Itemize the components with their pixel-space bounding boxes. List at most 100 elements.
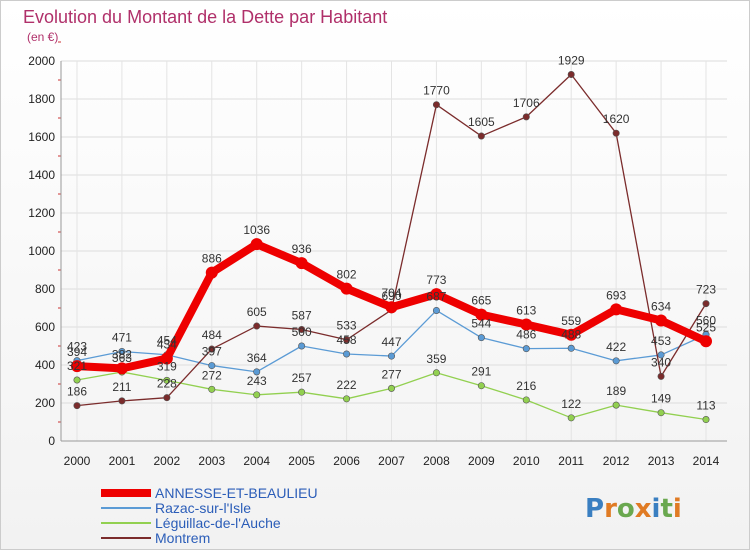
data-point [73,402,81,410]
data-point [250,238,263,251]
data-point [73,376,81,384]
data-point [432,369,440,377]
data-point [432,306,440,314]
data-label: 340 [651,355,671,369]
y-tick-label: 2000 [28,54,55,68]
data-label: 458 [337,333,357,347]
data-point [522,396,530,404]
data-labels: 423 471 454 397 364 500 458 447 687 544 486 488 422 4… [67,53,716,412]
x-tick-label: 2002 [154,454,181,468]
data-point [655,314,668,327]
brand-text: Proxiti [585,494,682,524]
data-label: 525 [696,320,716,334]
data-label: 544 [471,317,491,331]
legend-label: Razac-sur-l'Isle [155,500,251,516]
data-point [702,416,710,424]
x-tick-label: 2012 [603,454,630,468]
data-label: 149 [651,392,671,406]
data-label: 1605 [468,115,495,129]
data-label: 321 [67,359,87,373]
data-point [163,394,171,402]
data-point [477,334,485,342]
data-label: 1036 [243,223,270,237]
data-label: 319 [157,359,177,373]
data-point [295,257,308,270]
brand-letter: i [652,494,661,524]
x-tick-label: 2009 [468,454,495,468]
data-point [612,401,620,409]
y-tick-label: 800 [35,282,55,296]
brand-letter: o [617,494,635,524]
data-point [567,414,575,422]
data-point [163,376,171,384]
data-point [657,409,665,417]
data-label: 605 [247,305,267,319]
data-label: 484 [202,328,222,342]
data-label: 397 [202,345,222,359]
x-tick-label: 2007 [378,454,405,468]
data-label: 634 [651,300,671,314]
x-tick-label: 2000 [64,454,91,468]
data-point [430,288,443,301]
data-label: 211 [112,380,131,394]
data-point [115,362,128,375]
y-tick-label: 1800 [28,92,55,106]
brand-letter: t [660,494,672,524]
data-point [208,345,216,353]
y-tick-label: 1000 [28,244,55,258]
legend-label: Léguillac-de-l'Auche [155,515,281,531]
data-label: 359 [426,352,446,366]
y-tick-label: 1600 [28,130,55,144]
data-point [298,325,306,333]
x-tick-label: 2004 [243,454,270,468]
data-point [475,308,488,321]
x-tick-label: 2014 [693,454,720,468]
brand-letter: i [673,494,682,524]
x-tick-label: 2011 [558,454,584,468]
data-point [298,388,306,396]
y-tick-label: 1400 [28,168,55,182]
data-label: 559 [561,314,581,328]
data-point [387,384,395,392]
data-point [343,336,351,344]
data-point [567,344,575,352]
data-point [700,335,712,348]
data-label: 1770 [423,84,450,98]
legend-label: ANNESSE-ET-BEAULIEU [155,485,318,501]
data-point [520,318,533,331]
x-tick-label: 2001 [109,454,136,468]
data-label: 665 [471,294,491,308]
data-point [567,70,575,78]
data-point [343,350,351,358]
data-label: 189 [606,384,626,398]
data-point [657,351,665,359]
data-label: 382 [112,347,132,361]
data-label: 222 [337,378,357,392]
brand-letter: r [604,494,617,524]
data-label: 277 [381,367,401,381]
brand-letter: P [585,494,604,524]
data-label: 1706 [513,96,540,110]
data-label: 936 [292,242,312,256]
data-label: 447 [381,335,401,349]
data-point [205,266,218,279]
data-label: 886 [202,252,222,266]
data-point [118,348,126,356]
data-label: 613 [516,304,536,318]
x-tick-label: 2005 [288,454,315,468]
x-tick-label: 2006 [333,454,360,468]
data-point [477,132,485,140]
data-label: 113 [696,399,715,413]
y-tick-label: 400 [35,358,55,372]
x-tick-label: 2010 [513,454,540,468]
data-point [522,345,530,353]
data-point [432,101,440,109]
data-point [610,303,623,316]
data-point [208,385,216,393]
brand-letter: x [635,494,652,524]
data-label: 228 [157,377,177,391]
data-point [612,357,620,365]
data-label: 533 [337,319,357,333]
data-label: 704 [381,286,401,300]
